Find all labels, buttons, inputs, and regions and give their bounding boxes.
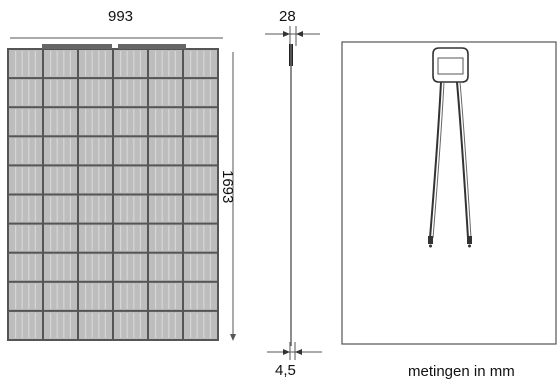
solar-cell (79, 108, 112, 136)
solar-cell (79, 79, 112, 107)
solar-cell (9, 282, 42, 310)
glass-thickness-label: 4,5 (275, 362, 296, 379)
solar-cell (79, 195, 112, 223)
solar-cell (184, 137, 217, 165)
solar-cell (114, 79, 147, 107)
solar-cell (114, 50, 147, 78)
solar-cell (79, 166, 112, 194)
solar-cell (79, 224, 112, 252)
solar-cell (9, 137, 42, 165)
width-label: 993 (108, 8, 134, 25)
solar-cell (79, 311, 112, 339)
solar-cell (114, 108, 147, 136)
solar-cell (114, 137, 147, 165)
solar-cell (44, 282, 77, 310)
solar-cell (184, 282, 217, 310)
solar-cell (9, 108, 42, 136)
height-label: 1693 (219, 170, 236, 204)
solar-cell (44, 195, 77, 223)
solar-cell (44, 137, 77, 165)
solar-cell (114, 311, 147, 339)
solar-cell (79, 253, 112, 281)
solar-cell (9, 224, 42, 252)
back-view-panel (341, 41, 557, 345)
solar-cell (184, 195, 217, 223)
solar-cell (44, 79, 77, 107)
solar-cell (184, 224, 217, 252)
solar-cell (79, 137, 112, 165)
top-connector-left (42, 44, 112, 49)
height-dimension (230, 52, 236, 341)
panel-frame (7, 48, 219, 341)
solar-cell (44, 108, 77, 136)
solar-cell (184, 108, 217, 136)
solar-cell (184, 253, 217, 281)
solar-cell (149, 50, 182, 78)
solar-cell (9, 195, 42, 223)
cable-left (429, 81, 442, 239)
units-note: metingen in mm (408, 363, 515, 380)
solar-cell (44, 224, 77, 252)
solar-cell (149, 253, 182, 281)
solar-cell (79, 282, 112, 310)
connector-left (428, 236, 433, 244)
top-connector-right (118, 44, 186, 49)
solar-cell (9, 311, 42, 339)
solar-cell (149, 137, 182, 165)
solar-cell (9, 79, 42, 107)
solar-cell (9, 253, 42, 281)
solar-cell (149, 311, 182, 339)
solar-cell (149, 166, 182, 194)
solar-cell (114, 195, 147, 223)
solar-cell (44, 253, 77, 281)
solar-cell (79, 50, 112, 78)
solar-cell (184, 311, 217, 339)
solar-cell (114, 253, 147, 281)
frame-thickness-label: 28 (279, 8, 296, 25)
connector-right (467, 236, 472, 244)
solar-cell (114, 282, 147, 310)
solar-cell (9, 166, 42, 194)
cable-right (456, 81, 469, 239)
side-view (265, 26, 322, 360)
solar-cell (9, 50, 42, 78)
solar-cell (149, 195, 182, 223)
solar-cell (184, 79, 217, 107)
solar-cell (44, 50, 77, 78)
front-view-panel (7, 44, 219, 341)
solar-cell (114, 224, 147, 252)
solar-cell (184, 50, 217, 78)
solar-cell (149, 282, 182, 310)
solar-cell (149, 108, 182, 136)
cell-grid (9, 50, 217, 339)
solar-cell (44, 166, 77, 194)
solar-cell (114, 166, 147, 194)
solar-cell (149, 224, 182, 252)
solar-cell (44, 311, 77, 339)
solar-cell (184, 166, 217, 194)
solar-cell (149, 79, 182, 107)
